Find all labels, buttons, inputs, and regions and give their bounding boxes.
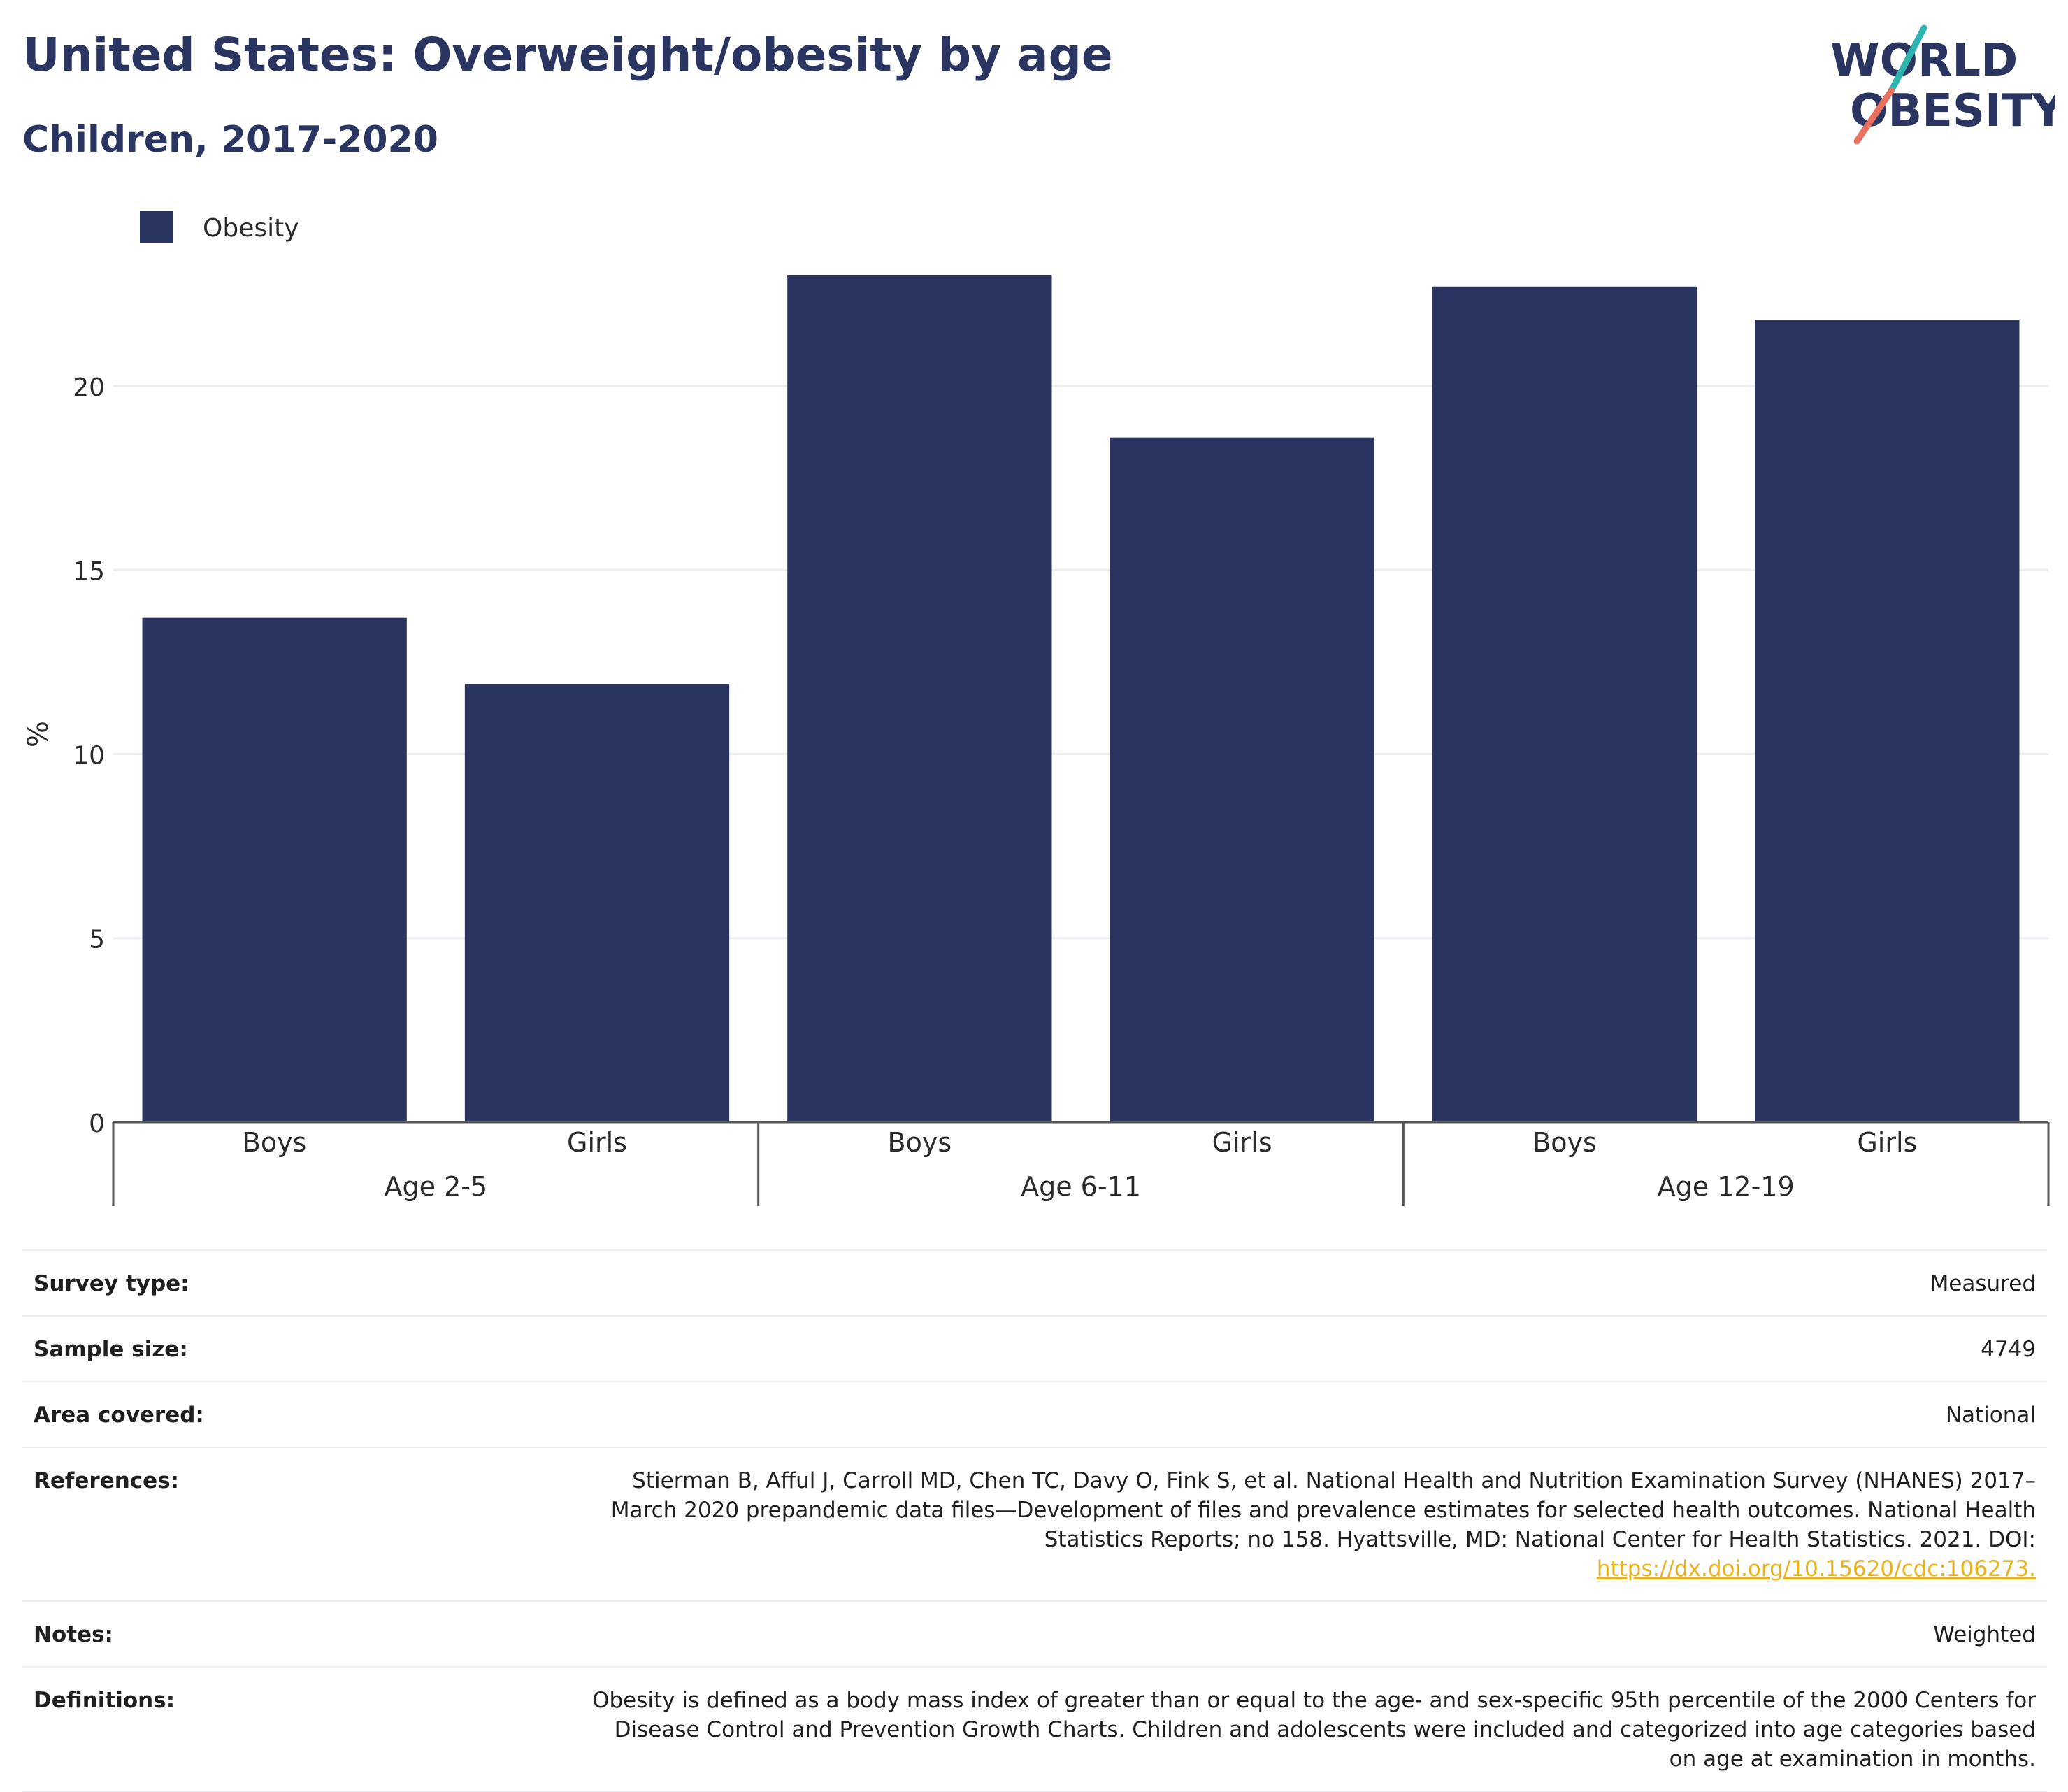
chart-subtitle: Children, 2017-2020 — [22, 119, 438, 161]
info-row-definitions: Definitions: Obesity is defined as a bod… — [22, 1668, 2047, 1792]
legend-swatch-obesity — [140, 211, 173, 243]
world-obesity-logo[interactable]: WORLD OBESITY — [1818, 21, 2055, 147]
bars — [142, 275, 2020, 1122]
x-group-label: Age 12-19 — [1658, 1171, 1795, 1202]
reference-doi-link[interactable]: https://dx.doi.org/10.15620/cdc:106273. — [1596, 1556, 2036, 1582]
info-row-sample-size: Sample size: 4749 — [22, 1317, 2047, 1382]
bar-chart: Obesity 0 5 10 15 20 % Boys Girls Age 2-5 Boys G… — [22, 211, 2050, 1206]
y-axis-label: % — [22, 721, 55, 747]
info-value-references: Stierman B, Afful J, Carroll MD, Chen TC… — [582, 1466, 2036, 1584]
y-tick-label: 20 — [73, 373, 105, 402]
x-axis: Boys Girls Age 2-5 Boys Girls Age 6-11 Boys Gir… — [112, 1121, 2050, 1206]
info-row-survey-type: Survey type: Measured — [22, 1251, 2047, 1317]
x-tick-label: Boys — [888, 1127, 952, 1158]
info-value: Weighted — [1933, 1622, 2036, 1647]
info-label: Sample size: — [34, 1337, 188, 1362]
y-axis-ticks: 0 5 10 15 20 — [73, 373, 105, 1138]
chart-title: United States: Overweight/obesity by age — [22, 28, 1113, 82]
x-tick-label: Girls — [1857, 1127, 1917, 1158]
x-tick-label: Boys — [1532, 1127, 1597, 1158]
y-tick-label: 0 — [89, 1110, 105, 1138]
info-value: Measured — [1930, 1271, 2036, 1296]
bar[interactable] — [787, 275, 1052, 1122]
logo-accent-coral — [1853, 87, 1895, 145]
bar[interactable] — [1110, 437, 1374, 1122]
gridlines — [113, 385, 2048, 940]
legend-label-obesity: Obesity — [203, 214, 299, 243]
logo-line-2: OBESITY — [1850, 85, 2055, 137]
info-value: 4749 — [1981, 1337, 2036, 1362]
x-tick-label: Boys — [243, 1127, 307, 1158]
y-tick-label: 5 — [89, 926, 105, 954]
bar[interactable] — [464, 684, 730, 1122]
info-value: Obesity is defined as a body mass index … — [592, 1688, 2036, 1772]
survey-info-table: Survey type: Measured Sample size: 4749 … — [22, 1249, 2047, 1792]
info-value: National — [1945, 1403, 2036, 1428]
bar[interactable] — [1432, 286, 1697, 1122]
bar[interactable] — [142, 617, 407, 1122]
logo-accent-teal — [1888, 24, 1927, 94]
logo-line-1: WORLD — [1830, 35, 2018, 87]
x-group-label: Age 6-11 — [1021, 1171, 1141, 1202]
info-row-references: References: Stierman B, Afful J, Carroll… — [22, 1448, 2047, 1602]
info-label: References: — [34, 1468, 180, 1493]
info-row-notes: Notes: Weighted — [22, 1602, 2047, 1668]
x-tick-label: Girls — [567, 1127, 627, 1158]
y-tick-label: 10 — [73, 741, 105, 770]
info-row-area-covered: Area covered: National — [22, 1382, 2047, 1448]
info-label: Area covered: — [34, 1403, 204, 1428]
reference-text: Stierman B, Afful J, Carroll MD, Chen TC… — [610, 1468, 2036, 1552]
x-tick-label: Girls — [1212, 1127, 1272, 1158]
x-group-label: Age 2-5 — [385, 1171, 488, 1202]
info-label: Definitions: — [34, 1688, 175, 1713]
info-label: Survey type: — [34, 1271, 189, 1296]
legend[interactable]: Obesity — [140, 211, 299, 243]
bar[interactable] — [1755, 320, 2020, 1122]
info-label: Notes: — [34, 1622, 113, 1647]
y-tick-label: 15 — [73, 557, 105, 586]
